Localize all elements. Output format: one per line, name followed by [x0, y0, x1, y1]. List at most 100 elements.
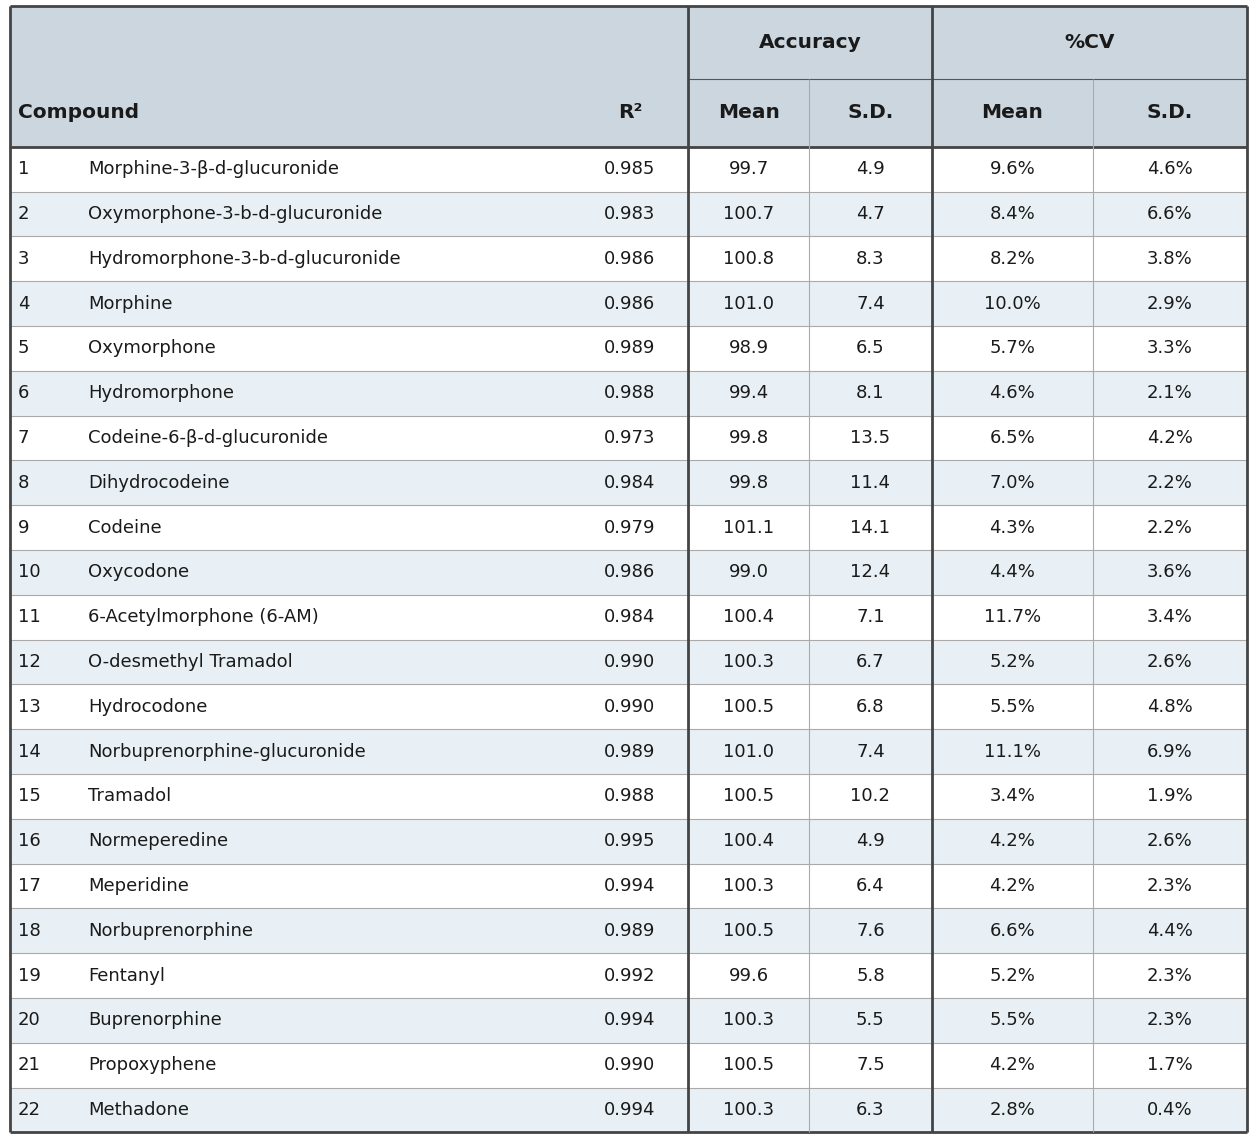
Bar — [10, 371, 1247, 415]
Text: 3.4%: 3.4% — [990, 787, 1035, 806]
Text: R²: R² — [618, 104, 642, 122]
Text: 18: 18 — [18, 922, 40, 940]
Text: 0.988: 0.988 — [604, 787, 656, 806]
Text: Buprenorphine: Buprenorphine — [88, 1012, 221, 1029]
Text: 100.5: 100.5 — [723, 698, 774, 716]
Text: 3.6%: 3.6% — [1147, 563, 1193, 582]
Text: Fentanyl: Fentanyl — [88, 966, 165, 984]
Text: Accuracy: Accuracy — [759, 33, 862, 51]
Text: 99.7: 99.7 — [728, 160, 769, 179]
Bar — [10, 1042, 1247, 1088]
Text: 0.986: 0.986 — [604, 295, 656, 313]
Text: 14: 14 — [18, 743, 40, 760]
Text: 11.7%: 11.7% — [983, 608, 1041, 626]
Bar — [10, 505, 1247, 550]
Text: 5.5%: 5.5% — [990, 1012, 1035, 1029]
Text: 4.2%: 4.2% — [990, 877, 1035, 894]
Text: 11: 11 — [18, 608, 40, 626]
Text: 8.3: 8.3 — [857, 250, 884, 267]
Text: 16: 16 — [18, 832, 40, 850]
Text: 7.4: 7.4 — [857, 743, 884, 760]
Text: 4.8%: 4.8% — [1147, 698, 1193, 716]
Bar — [10, 954, 1247, 998]
Bar — [10, 147, 1247, 191]
Text: 6.4: 6.4 — [857, 877, 884, 894]
Text: 0.984: 0.984 — [604, 473, 656, 492]
Text: 15: 15 — [18, 787, 40, 806]
Text: 2.1%: 2.1% — [1147, 385, 1193, 402]
Text: S.D.: S.D. — [848, 104, 893, 122]
Text: 100.3: 100.3 — [723, 1012, 774, 1029]
Text: 2.6%: 2.6% — [1147, 832, 1193, 850]
Text: 5.8: 5.8 — [857, 966, 884, 984]
Text: 4.9: 4.9 — [857, 160, 884, 179]
Text: Tramadol: Tramadol — [88, 787, 171, 806]
Text: 7.4: 7.4 — [857, 295, 884, 313]
Text: 0.994: 0.994 — [604, 877, 656, 894]
Text: 17: 17 — [18, 877, 40, 894]
Text: 100.4: 100.4 — [723, 608, 774, 626]
Text: 6-Acetylmorphone (6-AM): 6-Acetylmorphone (6-AM) — [88, 608, 319, 626]
Text: Oxycodone: Oxycodone — [88, 563, 190, 582]
Text: 4.4%: 4.4% — [990, 563, 1035, 582]
Text: 6.3: 6.3 — [857, 1100, 884, 1119]
Text: 6.8: 6.8 — [857, 698, 884, 716]
Text: 7.1: 7.1 — [857, 608, 884, 626]
Text: 12.4: 12.4 — [850, 563, 891, 582]
Text: 99.0: 99.0 — [728, 563, 769, 582]
Text: Codeine-6-β-d-glucuronide: Codeine-6-β-d-glucuronide — [88, 429, 328, 447]
Text: 7.0%: 7.0% — [990, 473, 1035, 492]
Text: 4.2%: 4.2% — [990, 1056, 1035, 1074]
Bar — [10, 684, 1247, 729]
Text: 100.5: 100.5 — [723, 787, 774, 806]
Text: Hydrocodone: Hydrocodone — [88, 698, 207, 716]
Text: 0.979: 0.979 — [604, 519, 656, 536]
Bar — [10, 6, 688, 79]
Text: 19: 19 — [18, 966, 40, 984]
Text: 6: 6 — [18, 385, 29, 402]
Bar — [10, 1088, 1247, 1132]
Text: 0.990: 0.990 — [604, 653, 656, 671]
Text: 2.3%: 2.3% — [1147, 966, 1193, 984]
Text: Methadone: Methadone — [88, 1100, 188, 1119]
Text: 100.3: 100.3 — [723, 1100, 774, 1119]
Text: Codeine: Codeine — [88, 519, 162, 536]
Text: 0.989: 0.989 — [604, 922, 656, 940]
Text: 13: 13 — [18, 698, 40, 716]
Bar — [10, 595, 1247, 640]
Bar — [10, 325, 1247, 371]
Text: 0.995: 0.995 — [604, 832, 656, 850]
Text: 13.5: 13.5 — [850, 429, 891, 447]
Text: 4.2%: 4.2% — [990, 832, 1035, 850]
Text: 9.6%: 9.6% — [990, 160, 1035, 179]
Text: 0.990: 0.990 — [604, 1056, 656, 1074]
Text: 4.6%: 4.6% — [1147, 160, 1193, 179]
Text: 8.2%: 8.2% — [990, 250, 1035, 267]
Text: 4.7: 4.7 — [857, 205, 884, 223]
Text: 6.7: 6.7 — [857, 653, 884, 671]
Text: 0.989: 0.989 — [604, 743, 656, 760]
Text: 11.1%: 11.1% — [983, 743, 1041, 760]
Text: 9: 9 — [18, 519, 29, 536]
Text: 0.986: 0.986 — [604, 563, 656, 582]
Text: %CV: %CV — [1064, 33, 1115, 51]
Text: Oxymorphone-3-b-d-glucuronide: Oxymorphone-3-b-d-glucuronide — [88, 205, 382, 223]
Text: 5.7%: 5.7% — [990, 339, 1035, 357]
Text: S.D.: S.D. — [1147, 104, 1193, 122]
Text: 99.8: 99.8 — [728, 473, 769, 492]
Text: 0.992: 0.992 — [604, 966, 656, 984]
Text: 0.985: 0.985 — [604, 160, 656, 179]
Bar — [10, 191, 1247, 237]
Text: Hydromorphone-3-b-d-glucuronide: Hydromorphone-3-b-d-glucuronide — [88, 250, 401, 267]
Text: 0.989: 0.989 — [604, 339, 656, 357]
Text: 8: 8 — [18, 473, 29, 492]
Text: 100.5: 100.5 — [723, 922, 774, 940]
Text: 0.973: 0.973 — [604, 429, 656, 447]
Text: 4: 4 — [18, 295, 29, 313]
Text: 6.9%: 6.9% — [1147, 743, 1193, 760]
Text: 0.990: 0.990 — [604, 698, 656, 716]
Text: 2: 2 — [18, 205, 29, 223]
Text: 100.3: 100.3 — [723, 653, 774, 671]
Bar — [10, 729, 1247, 774]
Text: 0.994: 0.994 — [604, 1100, 656, 1119]
